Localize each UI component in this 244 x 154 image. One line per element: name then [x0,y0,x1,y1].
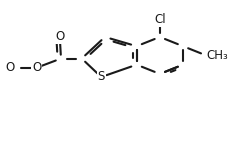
Text: O: O [32,61,41,74]
Text: S: S [98,71,105,83]
Text: Cl: Cl [154,13,166,26]
Text: O: O [5,61,15,74]
Text: O: O [55,30,64,43]
Text: CH₃: CH₃ [206,49,228,62]
